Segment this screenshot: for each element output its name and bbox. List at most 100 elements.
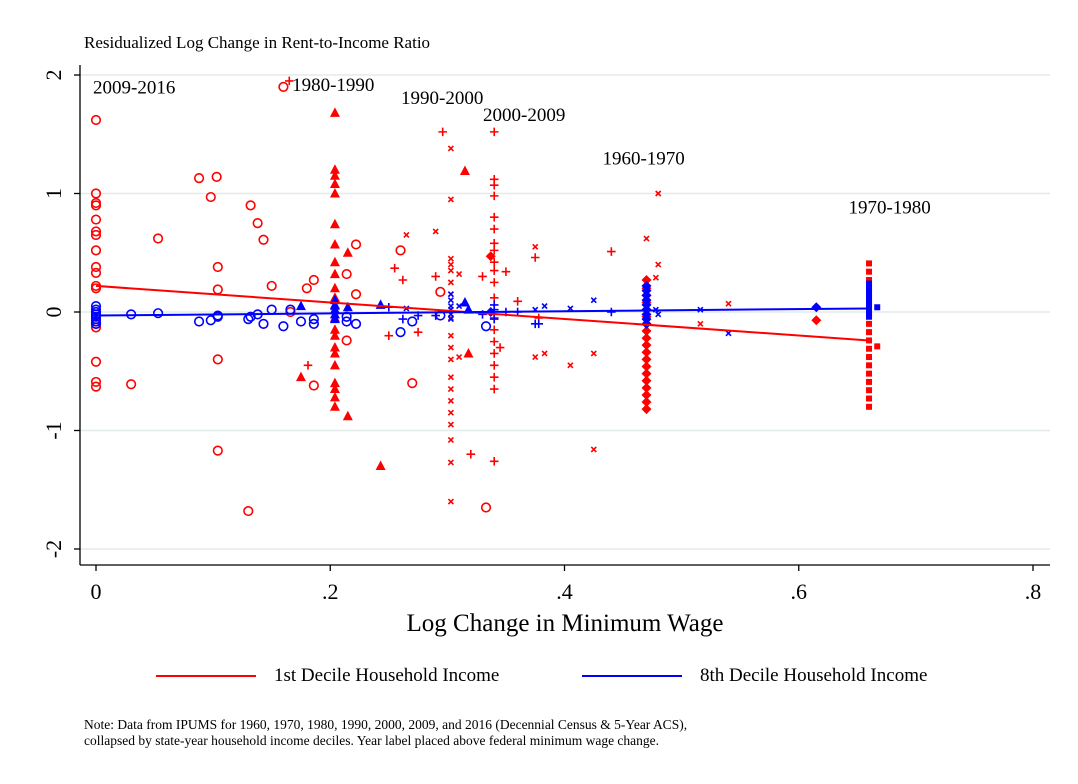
- data-point-square-s13-7: [866, 313, 873, 320]
- data-point-x-s4-12: [447, 385, 454, 393]
- data-point-square-s12-13: [866, 370, 873, 377]
- data-point-triangle-s2-8: [329, 268, 340, 279]
- data-point-triangle-s2-5: [329, 218, 340, 229]
- data-point-x-s4-17: [447, 459, 454, 466]
- data-point-circle-s0-39: [350, 289, 362, 300]
- data-point-x-s5-6: [456, 303, 463, 310]
- data-point-plus-s6-3: [489, 180, 499, 190]
- data-point-square-s13-8: [874, 304, 881, 311]
- data-point-plus-s6-14: [489, 325, 499, 335]
- data-point-x-s4-5: [447, 279, 454, 286]
- data-point-plus-s7-12: [534, 319, 544, 329]
- data-point-triangle-s2-1: [329, 164, 340, 174]
- data-point-circle-s0-28: [252, 218, 263, 229]
- data-point-circle-s0-0: [90, 114, 102, 126]
- data-point-circle-s0-15: [90, 376, 102, 388]
- data-point-triangle-s2-14: [329, 330, 340, 340]
- data-point-triangle-s2-3: [329, 178, 340, 189]
- data-point-circle-s1-30: [480, 321, 492, 332]
- y-tick-label-2: 0: [41, 307, 66, 318]
- legend-swatch-1st-decile: [156, 675, 256, 677]
- data-point-plus-s6-11: [489, 278, 499, 287]
- data-point-triangle-s2-6: [329, 238, 340, 249]
- data-point-triangle-s2-9: [329, 282, 340, 293]
- data-point-diamond-s10-7: [641, 325, 652, 336]
- data-point-x-s4-13: [447, 397, 454, 404]
- data-point-square-s13-1: [866, 285, 873, 292]
- data-point-plus-s6-9: [489, 257, 499, 267]
- data-point-circle-s1-7: [90, 318, 102, 329]
- data-point-x-s4-21: [456, 353, 463, 361]
- data-point-x-s4-19: [432, 228, 439, 235]
- data-point-x-s5-9: [541, 303, 548, 310]
- data-point-circle-s1-22: [308, 314, 319, 325]
- data-point-square-s13-6: [866, 309, 873, 315]
- data-point-plus-s6-24: [390, 263, 399, 273]
- data-point-triangle-s2-18: [329, 377, 340, 388]
- data-point-circle-s0-43: [480, 502, 492, 513]
- data-point-square-s12-18: [874, 343, 881, 350]
- data-point-circle-s1-28: [407, 316, 418, 327]
- data-point-square-s13-0: [866, 280, 873, 287]
- data-point-circle-s0-31: [278, 81, 289, 92]
- data-point-x-s4-14: [447, 409, 454, 416]
- data-point-triangle-s2-16: [329, 347, 340, 358]
- data-point-square-s13-3: [866, 294, 873, 301]
- data-point-triangle-s2-7: [329, 256, 340, 267]
- year-label-2000-2009: 2000-2009: [483, 105, 565, 126]
- data-point-x-s4-24: [532, 353, 539, 361]
- y-tick-label-0: 2: [41, 70, 66, 81]
- data-point-triangle-s2-0: [329, 107, 340, 117]
- data-point-plus-s6-16: [489, 349, 499, 358]
- data-point-diamond-s10-17: [641, 397, 652, 408]
- data-point-plus-s6-10: [489, 266, 499, 275]
- y-tick-label-1: 1: [41, 188, 66, 199]
- data-point-triangle-s2-15: [329, 342, 340, 352]
- data-point-x-s5-16: [725, 330, 732, 337]
- data-point-diamond-s10-15: [641, 382, 652, 393]
- data-point-circle-s0-7: [90, 245, 102, 256]
- x-tick-label-2: .4: [556, 579, 573, 604]
- year-label-1980-1990: 1980-1990: [292, 75, 374, 96]
- data-point-plus-s6-18: [489, 372, 499, 382]
- data-point-plus-s6-5: [489, 212, 499, 222]
- data-point-circle-s0-1: [90, 188, 102, 199]
- data-point-plus-s6-21: [284, 76, 294, 86]
- data-point-x-s4-26: [567, 362, 574, 369]
- data-point-circle-s0-9: [90, 267, 102, 278]
- data-point-plus-s6-25: [398, 275, 408, 285]
- data-point-diamond-s10-11: [641, 354, 652, 365]
- legend: 1st Decile Household Income 8th Decile H…: [0, 665, 1078, 695]
- data-point-x-s4-25: [541, 350, 548, 357]
- data-point-plus-s6-1: [489, 127, 499, 137]
- legend-item-1st-decile: 1st Decile Household Income: [156, 665, 499, 687]
- year-label-1970-1980: 1970-1980: [848, 197, 930, 218]
- data-point-circle-s0-25: [212, 445, 223, 456]
- data-point-circle-s0-40: [395, 245, 406, 256]
- x-tick-label-0: 0: [91, 579, 102, 604]
- data-point-circle-s1-13: [212, 310, 223, 321]
- data-point-x-s4-11: [447, 374, 454, 381]
- data-point-triangle-s2-21: [329, 401, 340, 411]
- data-point-circle-s0-14: [90, 356, 102, 367]
- data-point-plus-s6-0: [438, 127, 447, 137]
- data-point-x-s4-18: [447, 498, 454, 505]
- data-point-square-s12-11: [866, 354, 873, 361]
- data-point-triangle-s2-22: [295, 371, 306, 382]
- data-point-plus-s6-32: [513, 297, 522, 306]
- data-point-circle-s0-20: [205, 191, 216, 203]
- data-point-circle-s1-27: [395, 327, 406, 338]
- fit-line-8th-decile: [95, 307, 870, 317]
- footnote-line-2: collapsed by state-year household income…: [84, 733, 660, 748]
- data-point-square-s13-5: [866, 304, 873, 311]
- footnote-line-1: Note: Data from IPUMS for 1960, 1970, 19…: [84, 717, 688, 732]
- year-label-1990-2000: 1990-2000: [401, 88, 483, 109]
- data-point-square-s12-0: [866, 260, 873, 267]
- x-tick-label-3: .6: [791, 579, 808, 604]
- data-point-x-s5-11: [590, 297, 597, 304]
- data-point-x-s5-10: [567, 305, 574, 312]
- data-point-plus-s6-26: [413, 327, 423, 337]
- data-point-circle-s0-35: [308, 380, 319, 391]
- legend-label-1st-decile: 1st Decile Household Income: [274, 665, 500, 686]
- data-point-triangle-s3-8: [459, 297, 470, 307]
